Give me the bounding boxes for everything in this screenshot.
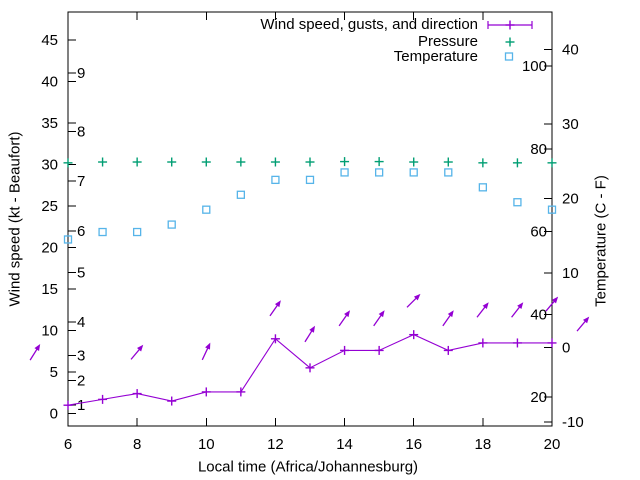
svg-text:20: 20 <box>41 240 58 257</box>
svg-text:5: 5 <box>50 364 58 381</box>
y-axis-label-right: Temperature (C - F) <box>592 175 610 307</box>
svg-text:35: 35 <box>41 115 58 132</box>
svg-text:10: 10 <box>562 265 579 282</box>
svg-text:16: 16 <box>405 436 422 453</box>
svg-text:45: 45 <box>41 32 58 49</box>
x-axis-label: Local time (Africa/Johannesburg) <box>197 458 419 476</box>
svg-text:5: 5 <box>77 264 85 281</box>
svg-text:0: 0 <box>562 340 570 357</box>
svg-text:2: 2 <box>77 372 85 389</box>
svg-text:30: 30 <box>562 116 579 133</box>
svg-text:18: 18 <box>475 436 492 453</box>
legend-item-pressure: Pressure <box>418 34 478 50</box>
svg-text:3: 3 <box>77 347 85 364</box>
legend-item-wind: Wind speed, gusts, and direction <box>260 17 478 33</box>
svg-text:8: 8 <box>133 436 141 453</box>
svg-text:80: 80 <box>530 141 547 158</box>
svg-text:7: 7 <box>77 173 85 190</box>
svg-text:8: 8 <box>77 123 85 140</box>
svg-text:25: 25 <box>41 198 58 215</box>
svg-text:60: 60 <box>530 224 547 241</box>
svg-text:40: 40 <box>530 306 547 323</box>
svg-text:10: 10 <box>198 436 215 453</box>
svg-text:20: 20 <box>530 389 547 406</box>
svg-text:40: 40 <box>562 42 579 59</box>
svg-text:6: 6 <box>64 436 72 453</box>
svg-text:1: 1 <box>77 397 85 414</box>
svg-text:0: 0 <box>50 406 58 423</box>
legend-label-temperature: Temperature <box>393 48 478 65</box>
svg-text:14: 14 <box>336 436 353 453</box>
svg-text:40: 40 <box>41 74 58 91</box>
svg-text:100: 100 <box>522 58 547 75</box>
svg-text:20: 20 <box>544 436 561 453</box>
svg-text:30: 30 <box>41 157 58 174</box>
svg-text:10: 10 <box>41 323 58 340</box>
legend-item-temperature: Temperature <box>394 49 478 65</box>
svg-text:6: 6 <box>77 223 85 240</box>
svg-text:15: 15 <box>41 281 58 298</box>
legend-label-wind: Wind speed, gusts, and direction <box>260 16 478 33</box>
y-axis-label-left: Wind speed (kt - Beaufort) <box>6 131 24 307</box>
svg-text:-10: -10 <box>562 414 584 431</box>
legend-label-pressure: Pressure <box>417 33 478 50</box>
svg-text:12: 12 <box>267 436 284 453</box>
svg-text:9: 9 <box>77 65 85 82</box>
svg-text:4: 4 <box>77 314 85 331</box>
svg-text:20: 20 <box>562 191 579 208</box>
